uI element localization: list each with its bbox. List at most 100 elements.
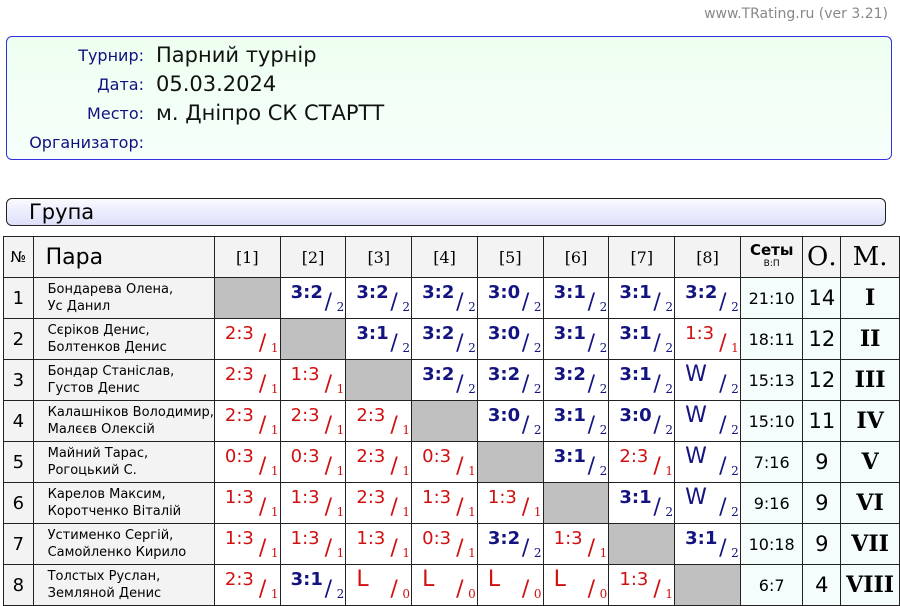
match-result: 0:3/ 1 <box>411 523 478 565</box>
match-score: 2:3 <box>619 446 649 467</box>
match-score: 2:3 <box>356 487 386 508</box>
match-result: W / 2 <box>674 359 741 401</box>
match-result: W / 2 <box>674 482 741 524</box>
slash: / <box>719 454 727 479</box>
place: IV <box>840 400 900 442</box>
match-points: 2 <box>665 505 674 519</box>
slash: / <box>521 372 530 397</box>
match-result: 3:2/2 <box>542 359 610 401</box>
match-score: 2:3 <box>224 323 254 344</box>
match-score: 3:2 <box>422 282 455 303</box>
slash: / <box>587 331 596 356</box>
row-number: 5 <box>3 441 34 483</box>
header-points: О. <box>802 236 842 278</box>
player-1: Калашніков Володимир, <box>47 405 214 420</box>
points-total: 9 <box>802 482 842 524</box>
slash: / <box>390 577 398 602</box>
match-result: 3:1/ 2 <box>674 523 741 565</box>
sets-total: 21:10 <box>739 277 804 319</box>
match-result: 2:3/1 <box>279 400 347 442</box>
match-score: 3:2 <box>422 364 455 385</box>
match-points: 1 <box>270 464 279 478</box>
match-score: 3:2 <box>422 323 455 344</box>
info-row: Место: м. Дніпро СК СТАРТТ <box>7 99 384 127</box>
place: I <box>840 277 900 319</box>
diagonal-cell <box>542 482 610 524</box>
match-score: 3:0 <box>487 323 521 344</box>
diagonal-cell <box>213 277 281 319</box>
match-result: L/0 <box>542 564 610 606</box>
match-score: 0:3 <box>290 446 320 467</box>
pair-names: Карелов Максим, Коротченко Віталій <box>32 482 215 524</box>
match-result: 3:0/2 <box>476 318 544 360</box>
slash: / <box>521 495 530 520</box>
row-number: 2 <box>3 318 34 360</box>
header-sets-sub: В:П <box>763 259 780 269</box>
player-1: Бондар Станіслав, <box>47 364 175 379</box>
match-points: 2 <box>599 464 608 478</box>
slash: / <box>390 536 398 561</box>
slash: / <box>324 413 333 438</box>
slash: / <box>324 290 333 315</box>
slash: / <box>258 454 267 479</box>
site-version: www.TRating.ru (ver 3.21) <box>704 6 888 22</box>
match-points: 1 <box>402 423 411 437</box>
match-points: 0 <box>468 587 476 601</box>
match-score: 3:1 <box>619 364 652 385</box>
match-score: W <box>685 403 707 428</box>
match-score: 2:3 <box>224 569 254 590</box>
place: VI <box>840 482 900 524</box>
match-result: 3:2/2 <box>411 277 478 319</box>
points-total: 12 <box>802 318 842 360</box>
match-result: 1:3/1 <box>542 523 610 565</box>
match-score: 0:3 <box>224 446 254 467</box>
slash: / <box>521 331 530 356</box>
match-points: 2 <box>533 382 542 396</box>
match-points: 2 <box>665 341 674 355</box>
match-score: 1:3 <box>290 364 320 385</box>
match-score: 0:3 <box>422 446 452 467</box>
header-opponent: [3] <box>345 236 413 278</box>
diagonal-cell <box>345 359 413 401</box>
table-row: 8 Толстых Руслан, Земляной Денис 2:3/1 3:1/2… <box>3 564 900 606</box>
points-total: 9 <box>802 441 842 483</box>
match-score: 3:2 <box>356 282 389 303</box>
header-sets: Сеты В:П <box>739 236 804 278</box>
place: II <box>840 318 900 360</box>
match-result: 1:3/1 <box>279 482 347 524</box>
match-result: L/0 <box>345 564 413 606</box>
match-points: 1 <box>336 423 345 437</box>
match-points: 0 <box>533 587 542 601</box>
points-total: 14 <box>802 277 842 319</box>
slash: / <box>653 413 661 438</box>
slash: / <box>258 331 267 356</box>
diagonal-cell <box>608 523 676 565</box>
match-result: 2:3/1 <box>345 441 413 483</box>
player-2: Ус Данил <box>47 299 111 314</box>
match-points: 1 <box>270 423 279 437</box>
slash: / <box>653 454 661 479</box>
table-row: 2 Сєріков Денис, Болтенков Денис 2:3/1 3:1/2… <box>3 318 900 360</box>
slash: / <box>258 536 267 561</box>
slash: / <box>653 372 661 397</box>
match-score: 1:3 <box>290 487 320 508</box>
sets-total: 9:16 <box>739 482 804 524</box>
slash: / <box>521 577 530 602</box>
match-result: 3:2/2 <box>279 277 347 319</box>
match-score: W <box>685 444 707 469</box>
slash: / <box>390 454 398 479</box>
slash: / <box>653 331 661 356</box>
points-total: 11 <box>802 400 842 442</box>
match-score: 3:1 <box>619 487 652 508</box>
match-result: 2:3/1 <box>345 400 413 442</box>
points-total: 9 <box>802 523 842 565</box>
slash: / <box>324 495 333 520</box>
player-2: Густов Денис <box>47 381 140 396</box>
pair-names: Толстых Руслан, Земляной Денис <box>32 564 215 606</box>
match-score: 1:3 <box>224 487 254 508</box>
tournament-info: Турнир: Парний турнір Дата: 05.03.2024 Место… <box>6 36 892 160</box>
table-row: 7 Устименко Сергій, Самойленко Кирило 1:3/1… <box>3 523 900 565</box>
match-points: 2 <box>665 382 674 396</box>
match-points: 2 <box>533 546 542 560</box>
player-1: Толстых Руслан, <box>47 569 161 584</box>
